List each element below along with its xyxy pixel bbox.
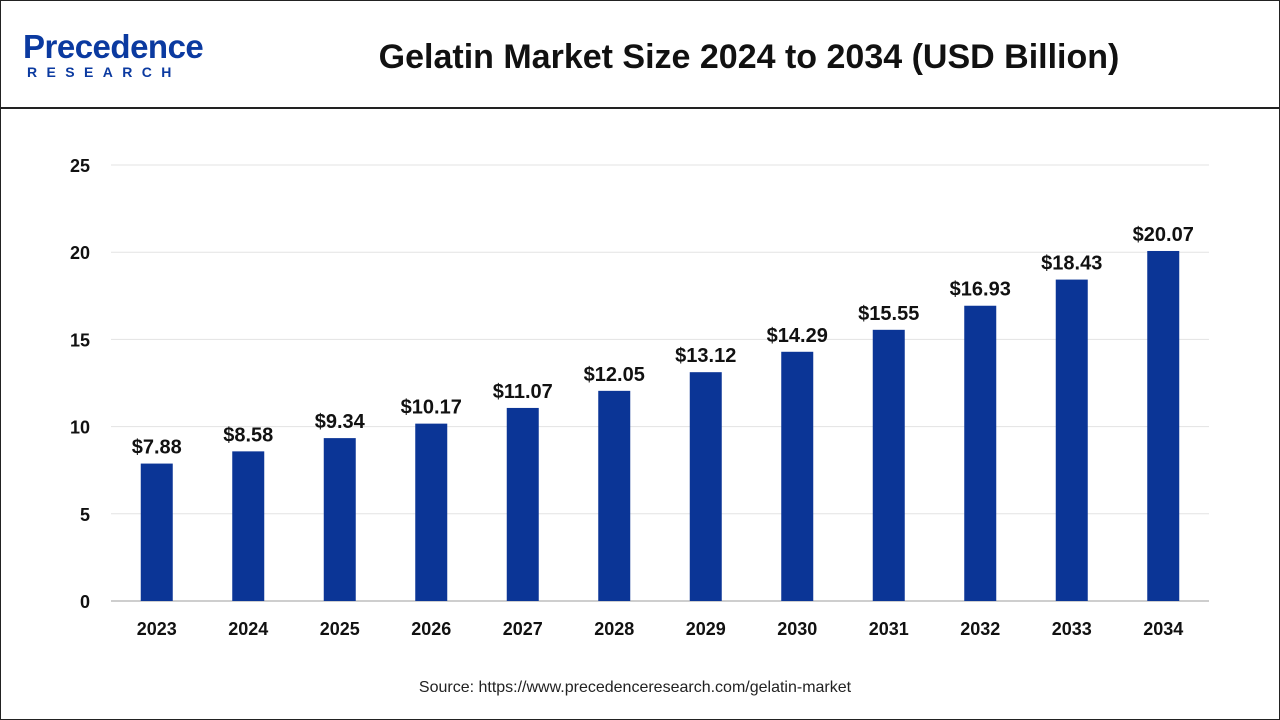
x-tick-label: 2032 <box>960 619 1000 639</box>
y-tick-label: 0 <box>80 592 90 612</box>
source-note: Source: https://www.precedenceresearch.c… <box>418 679 852 696</box>
data-label: $14.29 <box>767 325 828 347</box>
bar-2033 <box>1055 279 1088 601</box>
bar-2026 <box>415 423 448 601</box>
y-tick-label: 10 <box>70 418 90 438</box>
bar-2027 <box>506 407 539 601</box>
y-tick-label: 15 <box>70 330 90 350</box>
x-tick-label: 2028 <box>594 619 634 639</box>
bar-2028 <box>598 390 631 601</box>
x-tick-label: 2030 <box>777 619 817 639</box>
data-label: $9.34 <box>315 411 366 433</box>
data-label: $15.55 <box>858 303 919 325</box>
x-tick-label: 2023 <box>137 619 177 639</box>
data-label: $16.93 <box>950 279 1011 301</box>
logo-sub-text: RESEARCH <box>27 64 181 80</box>
bar-2030 <box>781 351 814 601</box>
logo-main-text: Precedence <box>23 28 204 65</box>
header: Precedence RESEARCH Gelatin Market Size … <box>1 1 1279 109</box>
bar-2034 <box>1147 250 1180 602</box>
data-label: $11.07 <box>493 381 553 403</box>
chart-title: Gelatin Market Size 2024 to 2034 (USD Bi… <box>378 38 1120 76</box>
x-tick-label: 2033 <box>1052 619 1092 639</box>
data-label: $10.17 <box>401 397 462 419</box>
bar-2024 <box>232 451 265 601</box>
brand-logo: Precedence RESEARCH <box>23 29 223 83</box>
data-label: $18.43 <box>1041 253 1102 275</box>
data-label: $12.05 <box>584 364 645 386</box>
y-tick-label: 25 <box>70 156 90 176</box>
x-tick-label: 2034 <box>1143 619 1183 639</box>
data-label: $8.58 <box>223 424 273 446</box>
bar-2029 <box>689 372 722 601</box>
y-tick-label: 5 <box>80 505 90 525</box>
x-tick-label: 2031 <box>869 619 909 639</box>
bar-2032 <box>964 305 997 601</box>
bar-2023 <box>140 463 173 601</box>
data-label: $7.88 <box>132 437 182 459</box>
x-tick-label: 2025 <box>320 619 360 639</box>
data-label: $20.07 <box>1133 224 1194 246</box>
x-tick-label: 2029 <box>686 619 726 639</box>
data-label: $13.12 <box>675 345 736 367</box>
bar-2031 <box>872 329 905 601</box>
x-tick-label: 2026 <box>411 619 451 639</box>
x-tick-label: 2027 <box>503 619 543 639</box>
y-tick-label: 20 <box>70 243 90 263</box>
bar-2025 <box>323 438 356 601</box>
x-tick-label: 2024 <box>228 619 268 639</box>
